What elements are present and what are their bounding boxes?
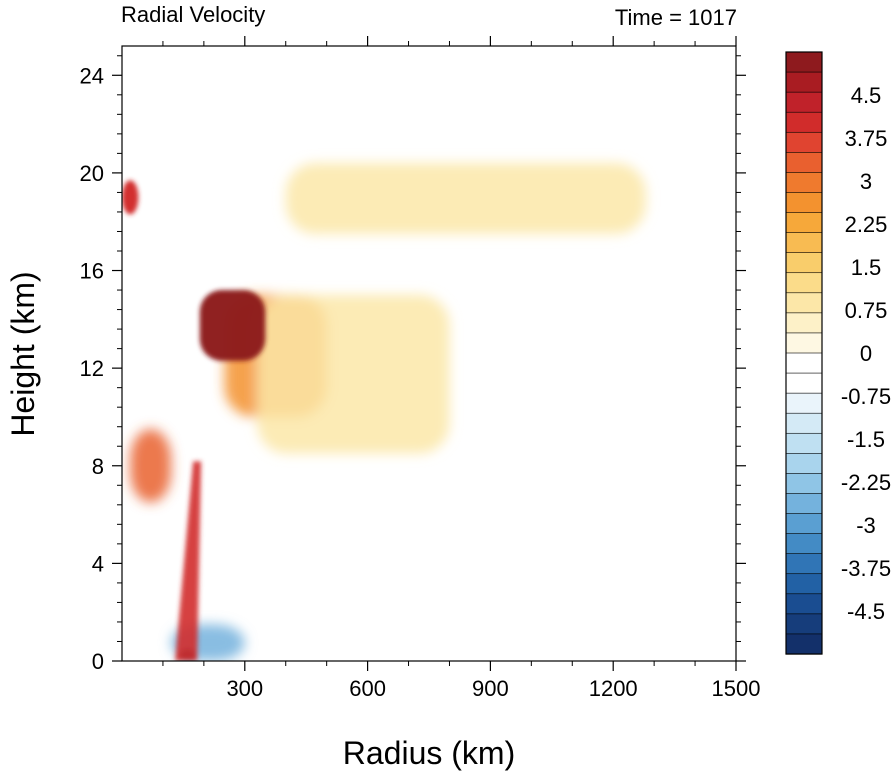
colorbar-swatch-8 — [785, 212, 823, 234]
colorbar-swatch-12 — [785, 292, 823, 314]
colorbar-label-12: -4.5 — [847, 599, 885, 624]
colorbar-label-9: -2.25 — [841, 470, 891, 495]
y-tick-label-3: 12 — [80, 356, 104, 381]
colorbar-label-8: -1.5 — [847, 427, 885, 452]
colorbar-swatch-21 — [785, 473, 823, 495]
x-tick-label-0: 300 — [226, 676, 263, 701]
colorbar-label-0: 4.5 — [851, 83, 882, 108]
colorbar-swatch-10 — [785, 252, 823, 274]
colorbar-swatch-27 — [785, 593, 823, 615]
x-tick-label-3: 1200 — [589, 676, 638, 701]
colorbar-swatch-24 — [785, 533, 823, 555]
colorbar-swatch-13 — [785, 312, 823, 334]
colorbar-label-1: 3.75 — [845, 126, 888, 151]
colorbar-swatch-17 — [785, 392, 823, 414]
y-tick-label-4: 16 — [80, 259, 104, 284]
field-feature-0 — [199, 290, 266, 361]
field-eyewall-6 — [175, 461, 202, 661]
colorbar-label-4: 1.5 — [851, 255, 882, 280]
colorbar-swatch-22 — [785, 493, 823, 515]
chart-title-right: Time = 1017 — [615, 5, 737, 30]
colorbar-swatch-7 — [785, 192, 823, 214]
colorbar-swatch-28 — [785, 613, 823, 635]
colorbar-swatch-29 — [785, 633, 823, 655]
field-soft-layer — [130, 163, 646, 661]
colorbar-swatch-18 — [785, 412, 823, 434]
field-feature-3 — [285, 163, 646, 234]
y-tick-label-5: 20 — [80, 161, 104, 186]
plot-frame — [121, 45, 737, 662]
colorbar-swatch-11 — [785, 272, 823, 294]
colorbar-swatch-1 — [785, 71, 823, 93]
colorbar-label-3: 2.25 — [845, 212, 888, 237]
colorbar-swatch-4 — [785, 131, 823, 153]
colorbar-label-5: 0.75 — [845, 298, 888, 323]
colorbar-swatch-9 — [785, 232, 823, 254]
x-tick-label-4: 1500 — [712, 676, 761, 701]
colorbar-swatch-14 — [785, 332, 823, 354]
colorbar-swatch-15 — [785, 352, 823, 374]
colorbar-swatch-20 — [785, 453, 823, 475]
field-feature-8 — [122, 180, 139, 215]
x-tick-label-1: 600 — [349, 676, 386, 701]
colorbar-label-6: 0 — [860, 341, 872, 366]
colorbar-label-11: -3.75 — [841, 556, 891, 581]
colorbar-swatch-3 — [785, 111, 823, 133]
colorbar-swatch-6 — [785, 172, 823, 194]
y-tick-label-0: 0 — [92, 649, 104, 674]
y-tick-label-1: 4 — [92, 551, 104, 576]
colorbar-swatch-2 — [785, 91, 823, 113]
x-axis-label: Radius (km) — [343, 735, 515, 771]
field-feature-7 — [130, 429, 172, 503]
colorbar-frame — [785, 51, 823, 655]
colorbar-swatch-23 — [785, 513, 823, 535]
x-tick-label-2: 900 — [472, 676, 509, 701]
colorbar-swatch-0 — [785, 51, 823, 73]
colorbar-swatch-25 — [785, 553, 823, 575]
field-feature-2 — [257, 294, 450, 454]
chart-title-left: Radial Velocity — [121, 2, 265, 27]
y-tick-label-2: 8 — [92, 454, 104, 479]
y-tick-label-6: 24 — [80, 63, 104, 88]
colorbar-label-2: 3 — [860, 169, 872, 194]
colorbar-swatch-19 — [785, 432, 823, 454]
colorbar-swatch-5 — [785, 152, 823, 173]
velocity-field — [122, 163, 646, 661]
colorbar-label-10: -3 — [856, 513, 876, 538]
colorbar-swatch-16 — [785, 372, 823, 394]
colorbar-label-7: -0.75 — [841, 384, 891, 409]
y-axis-label: Height (km) — [5, 271, 41, 436]
colorbar-swatch-26 — [785, 573, 823, 595]
field-core-layer — [122, 180, 266, 661]
colorbar: 4.5 3.75 3 2.25 1.5 0.75 0 -0.75 -1.5 -2.25 -3 -3.7… — [785, 51, 891, 655]
